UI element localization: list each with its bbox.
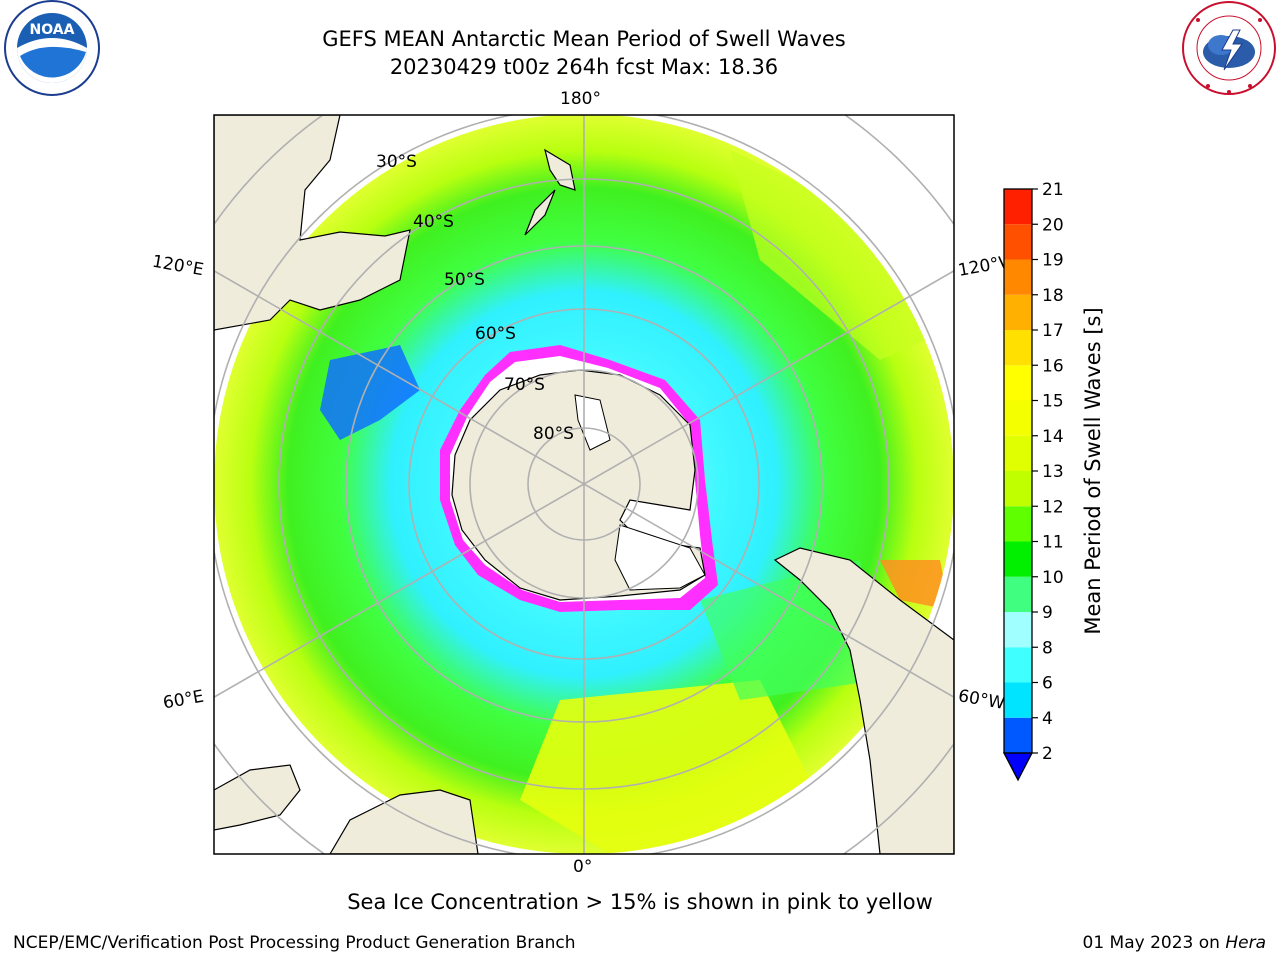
footer-right: 01 May 2023 on Hera — [1083, 933, 1267, 953]
chart-subtitle: 20230429 t00z 264h fcst Max: 18.36 — [389, 55, 779, 79]
colorbar-segment — [1004, 682, 1032, 718]
nws-logo — [1182, 1, 1276, 95]
colorbar-extend-triangle — [1002, 752, 1034, 782]
colorbar-segment — [1004, 330, 1032, 366]
lat-label-40s: 40°S — [413, 212, 454, 232]
colorbar-segment — [1004, 365, 1032, 401]
graticule — [214, 115, 954, 854]
colorbar-segment — [1004, 506, 1032, 542]
colorbar-tick-label: 15 — [1042, 392, 1064, 412]
colorbar-segment — [1004, 717, 1032, 753]
sea-ice-note: Sea Ice Concentration > 15% is shown in … — [347, 890, 933, 914]
colorbar-segment — [1004, 612, 1032, 648]
colorbar-segment — [1004, 435, 1032, 471]
colorbar-tick-label: 20 — [1042, 215, 1064, 235]
lat-label-30s: 30°S — [376, 152, 417, 172]
lat-label-80s: 80°S — [533, 424, 574, 444]
lat-label-50s: 50°S — [444, 270, 485, 290]
colorbar-tick-label: 4 — [1042, 709, 1053, 729]
colorbar-tick-label: 18 — [1042, 286, 1064, 306]
colorbar-tick-label: 2 — [1042, 744, 1053, 764]
lat-label-60s: 60°S — [475, 324, 516, 344]
colorbar-segment — [1004, 576, 1032, 612]
lon-label-0: 0° — [573, 857, 593, 877]
colorbar-tick-label: 8 — [1042, 638, 1053, 658]
colorbar-segment — [1004, 471, 1032, 507]
colorbar-tick-label: 12 — [1042, 497, 1064, 517]
lon-label-180: 180° — [560, 89, 601, 109]
land-madagascar — [214, 764, 301, 831]
colorbar-tick-label: 17 — [1042, 321, 1064, 341]
noaa-logo-text: NOAA — [30, 22, 75, 38]
colorbar-tick-label: 9 — [1042, 603, 1053, 623]
colorbar-tick-label: 13 — [1042, 462, 1064, 482]
colorbar-tick-label: 21 — [1042, 180, 1064, 200]
colorbar-segment — [1004, 224, 1032, 260]
colorbar-segment — [1004, 294, 1032, 330]
map-frame — [213, 114, 955, 855]
colorbar-segment — [1004, 189, 1032, 225]
noaa-logo: NOAA — [4, 0, 100, 96]
colorbar-segment — [1004, 400, 1032, 436]
colorbar-tick-label: 6 — [1042, 674, 1053, 694]
footer-left: NCEP/EMC/Verification Post Processing Pr… — [13, 933, 576, 953]
lat-label-70s: 70°S — [504, 375, 545, 395]
colorbar-tick-label: 16 — [1042, 356, 1064, 376]
colorbar-tick-label: 19 — [1042, 251, 1064, 271]
colorbar-tick-label: 14 — [1042, 427, 1064, 447]
colorbar-tick-label: 11 — [1042, 533, 1064, 553]
colorbar-tick-label: 10 — [1042, 568, 1064, 588]
colorbar-segment — [1004, 259, 1032, 295]
colorbar-segment — [1004, 647, 1032, 683]
colorbar: 2 4 6 8 9 10 11 12 13 14 15 16 17 18 19 20 21 Mean Perio… — [1002, 180, 1105, 782]
colorbar-segment — [1004, 541, 1032, 577]
chart-title: GEFS MEAN Antarctic Mean Period of Swell… — [322, 27, 846, 51]
footer-host: Hera — [1225, 933, 1266, 953]
colorbar-label: Mean Period of Swell Waves [s] — [1081, 307, 1105, 634]
footer-date: 01 May 2023 on — [1082, 933, 1226, 953]
